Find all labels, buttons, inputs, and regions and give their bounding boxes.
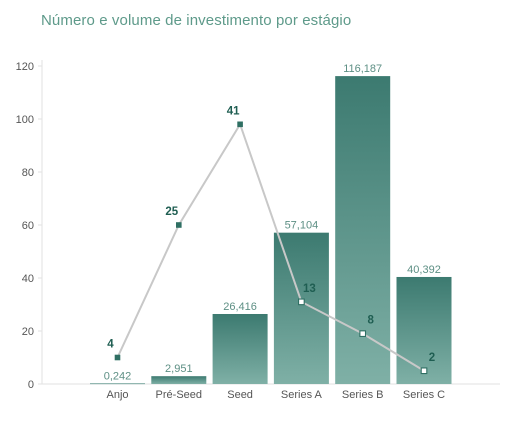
line-point-label: 41 [227, 105, 240, 117]
y-tick-label: 120 [16, 61, 34, 73]
x-tick-label: Seed [227, 389, 253, 401]
line-point-label: 4 [107, 339, 114, 351]
bar [212, 313, 268, 384]
y-tick-label: 100 [16, 114, 34, 126]
line-series [116, 121, 425, 372]
bar-value-label: 40,392 [407, 264, 441, 276]
bar [335, 76, 391, 385]
line-point-marker [359, 330, 367, 338]
bar [90, 383, 145, 385]
chart-title: Número e volume de investimento por está… [41, 12, 352, 29]
y-tick-label: 40 [22, 273, 34, 285]
line-point-marker [114, 354, 121, 361]
line-point-marker [420, 367, 428, 375]
bar [396, 276, 452, 384]
x-tick-label: Pré-Seed [156, 389, 202, 401]
y-tick-label: 80 [22, 167, 34, 179]
bar-value-label: 26,416 [223, 301, 257, 313]
line-point-marker [237, 121, 243, 128]
y-tick-label: 0 [28, 379, 34, 391]
bar-value-label: 57,104 [285, 220, 319, 232]
x-tick-label: Anjo [106, 389, 128, 401]
x-tick-label: Series A [281, 389, 323, 401]
line-point-label: 8 [367, 315, 374, 327]
bar-value-label: 2,951 [165, 363, 193, 375]
line-point-marker [176, 222, 182, 228]
line-point-label: 13 [303, 283, 316, 295]
bar [151, 376, 207, 384]
bar-value-label: 116,187 [343, 63, 382, 75]
x-tick-label: Series B [342, 389, 384, 401]
bar [273, 232, 329, 384]
y-tick-label: 60 [22, 220, 34, 232]
line-point-label: 25 [165, 206, 178, 218]
line-point-label: 2 [429, 352, 435, 364]
y-tick-label: 20 [22, 326, 34, 338]
x-tick-label: Series C [403, 389, 445, 401]
bar-value-label: 0,242 [104, 370, 132, 382]
line-point-marker [298, 298, 305, 306]
